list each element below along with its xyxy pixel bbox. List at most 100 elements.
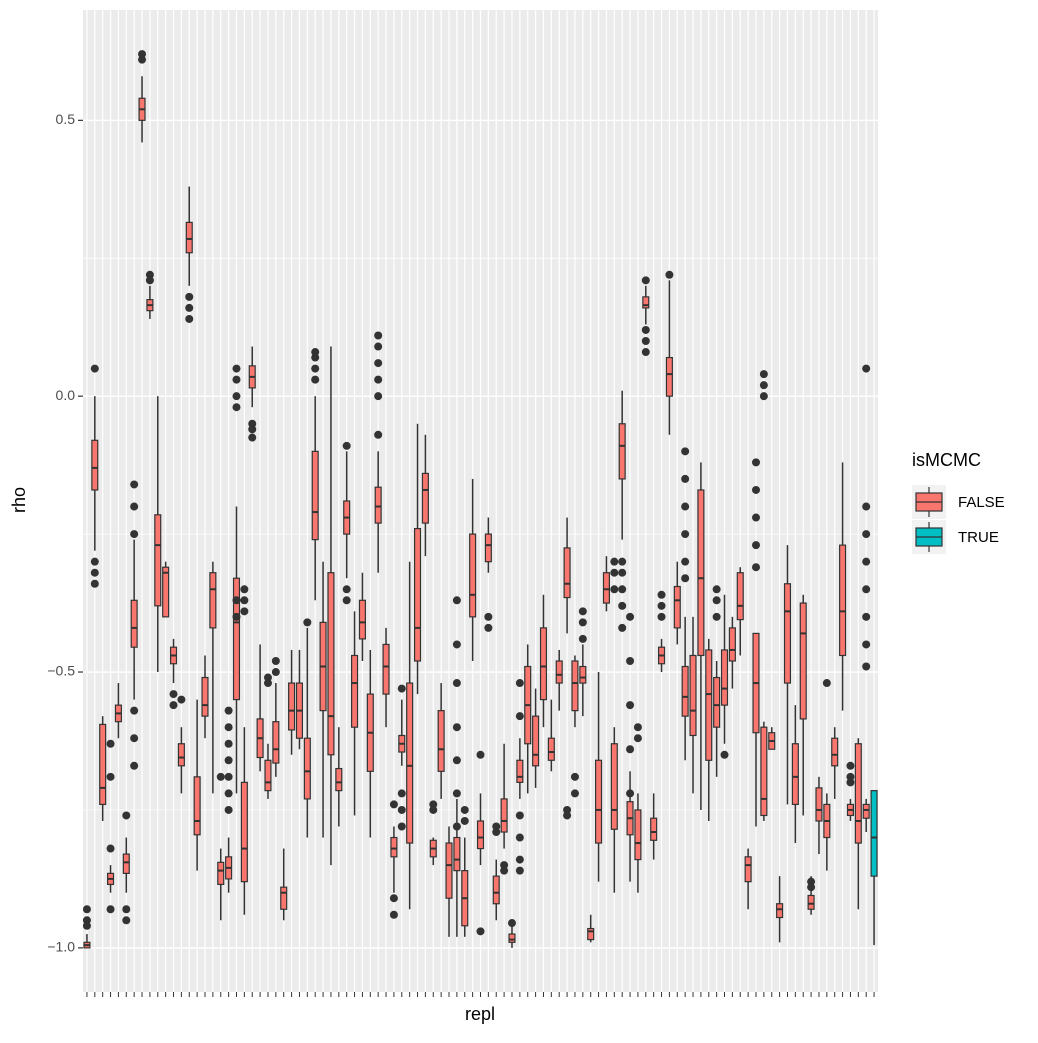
outlier [862,557,871,566]
box [476,820,485,850]
y-tick-label: −0.5 [47,663,75,679]
outlier [618,568,627,577]
outlier [374,359,383,368]
outlier [641,337,650,346]
box [232,577,241,701]
outlier [452,596,461,605]
outlier [712,612,721,621]
outlier [232,364,241,373]
box [492,875,500,905]
box [705,649,713,761]
outlier [657,601,666,610]
outlier [130,734,139,743]
box [130,599,138,648]
box [571,660,579,712]
outlier [862,502,871,511]
outlier [389,800,398,809]
outlier [374,392,383,401]
box [500,798,508,833]
box [288,682,296,731]
outlier [232,392,241,401]
box [390,836,398,858]
box [610,743,618,830]
outlier [389,894,398,903]
outlier [130,480,139,489]
box [209,572,217,629]
outlier [862,364,871,373]
outlier [248,433,257,442]
y-tick-label: 0.0 [56,387,76,403]
box [736,572,744,621]
box [311,450,319,541]
box [240,781,248,883]
outlier [751,458,760,467]
outlier [759,370,768,379]
outlier [626,745,635,754]
outlier [578,607,587,616]
outlier [759,392,768,401]
outlier [271,656,280,665]
box [303,737,311,800]
outlier [720,750,729,759]
outlier [500,861,509,870]
outlier [224,772,233,781]
outlier [90,579,99,588]
outlier [342,596,351,605]
outlier [106,739,115,748]
legend-label: TRUE [958,529,999,546]
outlier [460,805,469,814]
box [791,743,799,806]
outlier [263,679,272,688]
outlier [807,877,816,886]
outlier [712,585,721,594]
box [177,743,185,767]
box [618,423,626,480]
outlier [374,331,383,340]
outlier [122,811,131,820]
outlier [374,342,383,351]
box [870,790,878,877]
outlier [515,811,524,820]
outlier [82,905,91,914]
box [854,743,862,844]
outlier [570,789,579,798]
box [831,737,839,767]
outlier [681,530,690,539]
x-axis-label: repl [465,1004,495,1024]
y-axis-label: rho [9,487,29,513]
outlier [224,789,233,798]
outlier [452,789,461,798]
outlier [578,618,587,627]
outlier [177,695,186,704]
outlier [641,348,650,357]
box [91,439,99,491]
outlier [657,612,666,621]
outlier [130,530,139,539]
box [201,676,209,717]
box [634,809,642,861]
outlier [342,585,351,594]
outlier [484,623,493,632]
outlier [185,314,194,323]
outlier [145,276,154,285]
outlier [610,568,619,577]
outlier [90,364,99,373]
box [99,723,107,806]
outlier [342,441,351,450]
box [185,221,193,254]
outlier [429,805,438,814]
outlier [626,612,635,621]
box [532,715,540,767]
box [193,776,201,836]
outlier [563,811,572,820]
outlier [515,679,524,688]
outlier [216,772,225,781]
box [587,927,595,941]
box [351,654,359,728]
box [539,627,548,701]
outlier [476,750,485,759]
outlier [626,701,635,710]
outlier [232,375,241,384]
box [728,627,736,662]
box [595,759,603,844]
